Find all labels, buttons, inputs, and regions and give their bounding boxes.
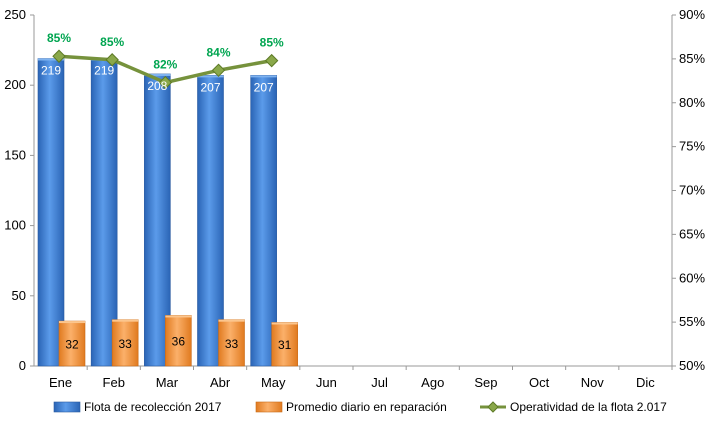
legend-swatch-flota xyxy=(53,401,81,413)
y-right-tick-label: 55% xyxy=(679,314,705,329)
bar-flota-top xyxy=(144,73,171,76)
y-left-tick-label: 50 xyxy=(12,288,26,303)
bar-reparacion-top xyxy=(112,319,139,322)
legend-swatch-reparacion xyxy=(255,401,283,413)
x-tick-label: Sep xyxy=(474,375,497,390)
data-label-operatividad: 84% xyxy=(206,45,230,59)
bar-reparacion xyxy=(165,315,192,367)
data-label-operatividad: 85% xyxy=(100,35,124,49)
legend-marker-operatividad xyxy=(487,401,499,413)
legend: Flota de recolección 2017 Promedio diario… xyxy=(53,400,667,414)
bar-flota xyxy=(90,58,118,367)
bar-flota xyxy=(37,58,65,367)
data-label-reparacion: 36 xyxy=(172,335,186,349)
x-tick-label: Ene xyxy=(49,375,72,390)
y-left-tick-label: 100 xyxy=(4,218,26,233)
y-right-tick-label: 75% xyxy=(679,139,705,154)
x-tick-label: Jun xyxy=(316,375,337,390)
data-label-flota: 219 xyxy=(41,64,61,78)
y-right-tick-label: 90% xyxy=(679,7,705,22)
bars-layer xyxy=(37,58,298,367)
y-right-tick-label: 60% xyxy=(679,270,705,285)
data-label-operatividad: 82% xyxy=(153,58,177,72)
legend-label-reparacion: Promedio diario en reparación xyxy=(286,400,447,414)
x-tick-label: Oct xyxy=(529,375,550,390)
y-right-tick-label: 85% xyxy=(679,51,705,66)
bar-flota-top xyxy=(38,58,64,61)
bar-reparacion-top xyxy=(165,315,192,318)
data-label-operatividad: 85% xyxy=(260,36,284,50)
y-left-tick-label: 250 xyxy=(4,7,26,22)
x-tick-label: Mar xyxy=(156,375,179,390)
data-label-reparacion: 32 xyxy=(65,338,79,352)
y-left-tick-label: 150 xyxy=(4,147,26,162)
x-tick-label: Feb xyxy=(103,375,125,390)
bar-reparacion xyxy=(271,322,298,367)
bar-flota xyxy=(250,75,277,367)
data-label-flota: 207 xyxy=(200,80,220,94)
bar-flota xyxy=(197,75,224,367)
labels-layer: 219 219 208 207 207 32 33 36 33 31 85% 85% 82% 84% 85% xyxy=(41,31,292,352)
bar-reparacion-top xyxy=(218,319,245,322)
bar-reparacion-top xyxy=(271,322,298,325)
y-right-tick-label: 65% xyxy=(679,226,705,241)
line-marker xyxy=(105,53,119,67)
line-layer xyxy=(52,49,279,90)
bar-reparacion xyxy=(218,319,245,367)
bar-reparacion-top xyxy=(59,321,85,324)
data-label-reparacion: 33 xyxy=(118,337,132,351)
data-label-flota: 219 xyxy=(94,64,114,78)
bar-flota-top xyxy=(197,75,224,78)
data-label-reparacion: 31 xyxy=(278,338,292,352)
x-tick-label: Dic xyxy=(636,375,655,390)
data-label-operatividad: 85% xyxy=(47,31,71,45)
line-marker xyxy=(52,49,66,63)
legend-label-flota: Flota de recolección 2017 xyxy=(84,400,222,414)
y-right-tick-label: 50% xyxy=(679,358,705,373)
legend-label-operatividad: Operatividad de la flota 2.017 xyxy=(510,400,667,414)
x-tick-label: Jul xyxy=(371,375,388,390)
data-label-flota: 208 xyxy=(147,79,167,93)
y-left-tick-label: 0 xyxy=(19,358,26,373)
x-tick-label: Abr xyxy=(210,375,231,390)
x-tick-label: May xyxy=(261,375,286,390)
y-right-tick-label: 70% xyxy=(679,183,705,198)
y-left-tick-label: 200 xyxy=(4,77,26,92)
line-marker xyxy=(211,63,226,77)
data-label-reparacion: 33 xyxy=(225,337,239,351)
data-label-flota: 207 xyxy=(254,80,274,94)
bar-flota-top xyxy=(250,75,277,78)
bar-reparacion xyxy=(111,319,139,367)
x-tick-label: Nov xyxy=(581,375,605,390)
y-right-tick-label: 80% xyxy=(679,95,705,110)
line-marker xyxy=(264,53,279,68)
bar-reparacion xyxy=(58,320,86,367)
line-marker xyxy=(158,75,173,90)
x-tick-label: Ago xyxy=(421,375,444,390)
